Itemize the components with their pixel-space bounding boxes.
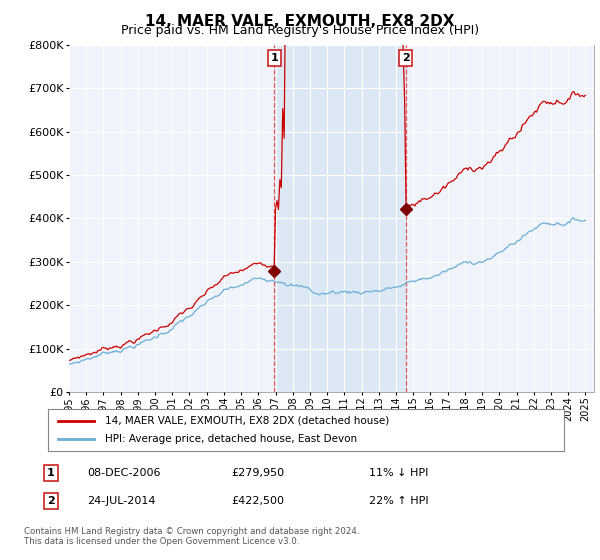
Text: 2: 2 xyxy=(47,496,55,506)
Text: £422,500: £422,500 xyxy=(231,496,284,506)
Text: 11% ↓ HPI: 11% ↓ HPI xyxy=(369,468,428,478)
Text: 24-JUL-2014: 24-JUL-2014 xyxy=(87,496,155,506)
Text: Contains HM Land Registry data © Crown copyright and database right 2024.
This d: Contains HM Land Registry data © Crown c… xyxy=(24,527,359,546)
Text: 22% ↑ HPI: 22% ↑ HPI xyxy=(369,496,428,506)
Text: 14, MAER VALE, EXMOUTH, EX8 2DX: 14, MAER VALE, EXMOUTH, EX8 2DX xyxy=(145,14,455,29)
Text: HPI: Average price, detached house, East Devon: HPI: Average price, detached house, East… xyxy=(105,434,357,444)
Text: 14, MAER VALE, EXMOUTH, EX8 2DX (detached house): 14, MAER VALE, EXMOUTH, EX8 2DX (detache… xyxy=(105,416,389,426)
Text: Price paid vs. HM Land Registry's House Price Index (HPI): Price paid vs. HM Land Registry's House … xyxy=(121,24,479,37)
Text: 2: 2 xyxy=(402,53,410,63)
Text: 1: 1 xyxy=(47,468,55,478)
Bar xyxy=(274,45,406,392)
Text: £279,950: £279,950 xyxy=(231,468,284,478)
Text: 1: 1 xyxy=(271,53,278,63)
Text: 08-DEC-2006: 08-DEC-2006 xyxy=(87,468,161,478)
